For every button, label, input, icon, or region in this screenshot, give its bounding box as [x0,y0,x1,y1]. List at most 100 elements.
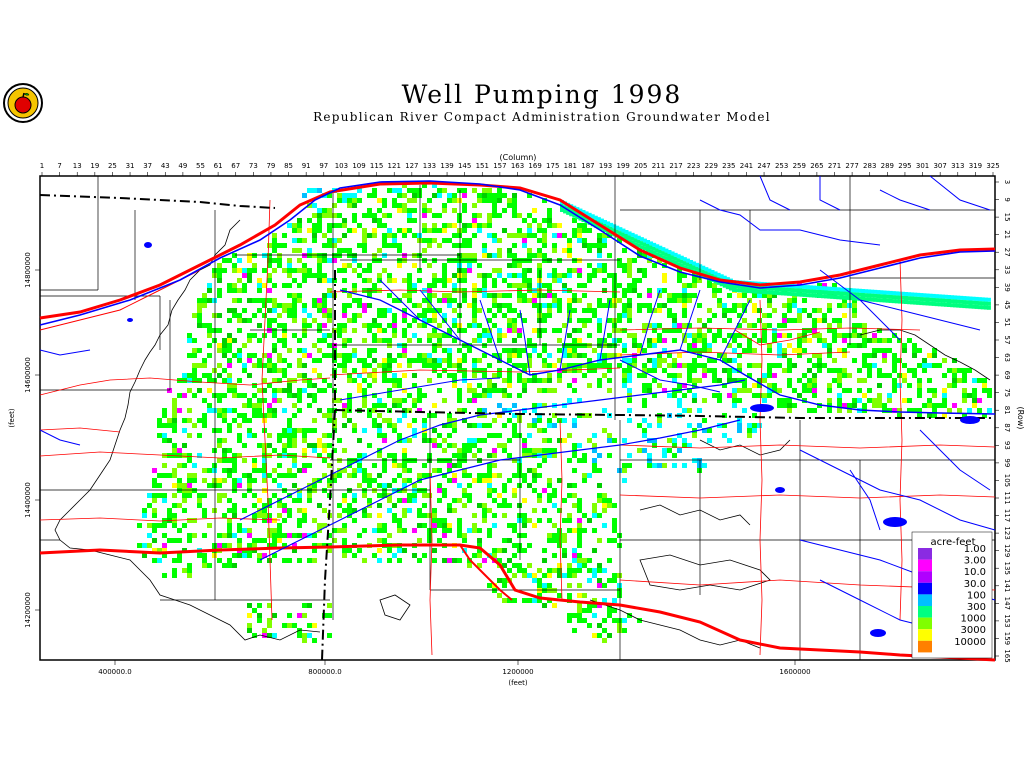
pumping-cell [502,348,507,353]
pumping-cell [197,433,202,438]
pumping-cell [392,298,397,303]
pumping-cell [867,293,872,298]
pumping-cell [567,268,572,273]
pumping-cell [342,338,347,343]
pumping-cell [442,348,447,353]
pumping-cell [492,213,497,218]
pumping-cell [452,463,457,468]
pumping-cell [332,253,337,258]
pumping-cell [397,353,402,358]
pumping-cell [532,293,537,298]
pumping-cell [452,323,457,328]
pumping-cell [317,358,322,363]
pumping-cell [812,308,817,313]
pumping-cell [252,363,257,368]
pumping-cell [562,233,567,238]
pumping-cell [427,513,432,518]
pumping-cell [667,298,672,303]
pumping-cell [427,493,432,498]
pumping-cell [397,263,402,268]
pumping-cell [702,338,707,343]
pumping-cell [612,598,617,603]
pumping-cell [647,293,652,298]
pumping-cell [607,253,612,258]
pumping-cell [787,343,792,348]
pumping-cell [307,203,312,208]
pumping-cell [357,483,362,488]
pumping-cell [362,428,367,433]
pumping-cell [537,598,542,603]
pumping-cell [870,297,875,302]
pumping-cell [492,588,497,593]
pumping-cell [362,308,367,313]
pumping-cell [402,293,407,298]
pumping-cell [317,453,322,458]
pumping-cell [685,262,690,267]
pumping-cell [192,313,197,318]
pumping-cell [517,348,522,353]
pumping-cell [312,253,317,258]
pumping-cell [447,433,452,438]
pumping-cell [372,283,377,288]
pumping-cell [627,408,632,413]
pumping-cell [197,303,202,308]
pumping-cell [367,328,372,333]
column-tick-label: 85 [284,162,293,170]
row-tick-label: 15 [1003,213,1011,222]
pumping-cell [392,403,397,408]
pumping-cell [257,538,262,543]
pumping-cell [362,228,367,233]
pumping-cell [237,483,242,488]
pumping-cell [382,203,387,208]
pumping-cell [302,518,307,523]
pumping-cell [257,443,262,448]
pumping-cell [447,468,452,473]
pumping-cell [562,348,567,353]
pumping-cell [297,268,302,273]
pumping-cell [577,568,582,573]
pumping-cell [437,373,442,378]
x-tick-label: 1600000 [779,668,810,676]
column-tick-label: 217 [669,162,682,170]
pumping-cell [657,258,662,263]
pumping-cell [242,283,247,288]
pumping-cell [402,458,407,463]
pumping-cell [542,218,547,223]
pumping-cell [767,293,772,298]
pumping-cell [572,453,577,458]
column-tick-label: 199 [616,162,629,170]
pumping-cell [467,483,472,488]
pumping-cell [562,363,567,368]
pumping-cell [352,498,357,503]
pumping-cell [227,528,232,533]
pumping-cell [502,378,507,383]
pumping-cell [297,338,302,343]
pumping-cell [527,378,532,383]
pumping-cell [577,603,582,608]
pumping-cell [682,363,687,368]
pumping-cell [934,294,939,299]
pumping-cell [382,198,387,203]
pumping-cell [517,503,522,508]
pumping-cell [342,353,347,358]
pumping-cell [952,368,957,373]
column-tick-label: 151 [476,162,489,170]
pumping-cell [854,296,859,301]
pumping-cell [637,293,642,298]
pumping-cell [532,448,537,453]
pumping-cell [217,278,222,283]
pumping-cell [327,258,332,263]
pumping-cell [877,373,882,378]
pumping-cell [387,368,392,373]
pumping-cell [837,333,842,338]
pumping-cell [622,368,627,373]
pumping-cell [912,408,917,413]
pumping-cell [202,533,207,538]
pumping-cell [577,273,582,278]
pumping-cell [507,408,512,413]
pumping-cell [607,578,612,583]
pumping-cell [775,291,779,295]
pumping-cell [217,458,222,463]
pumping-cell [927,398,932,403]
pumping-cell [417,488,422,493]
